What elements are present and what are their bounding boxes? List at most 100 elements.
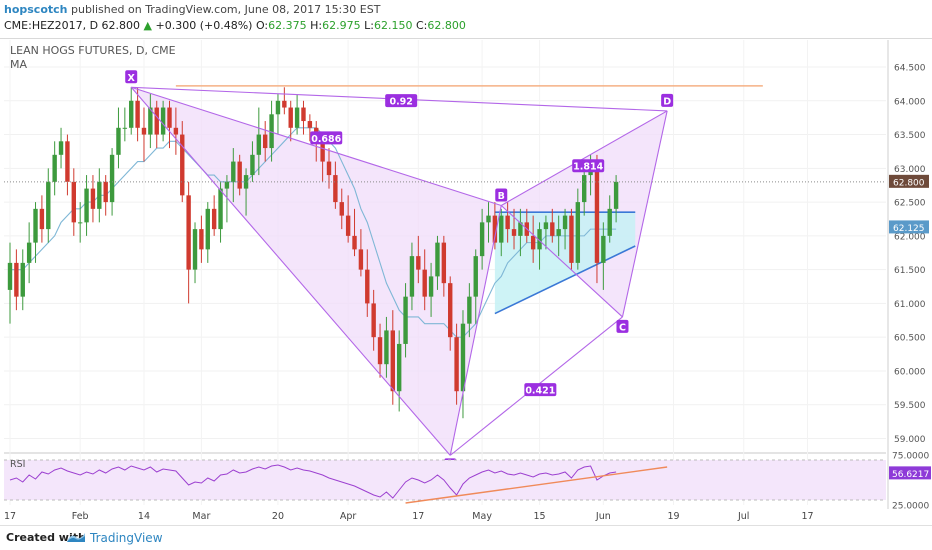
candle — [358, 229, 364, 277]
candle-body — [537, 229, 542, 250]
xab-triangle — [131, 87, 502, 456]
candle-body — [103, 181, 108, 203]
candle — [294, 94, 300, 135]
candle-body — [607, 208, 612, 236]
candle — [77, 202, 83, 243]
candle — [186, 181, 191, 304]
rsi-label: RSI — [10, 459, 25, 470]
rsi-line — [9, 464, 617, 499]
candle-body — [333, 175, 338, 203]
y-tick-label: 59.000 — [894, 435, 926, 445]
ratio-label: 1.814 — [572, 159, 605, 173]
candle-body — [294, 107, 300, 128]
candle — [530, 215, 536, 263]
rsi-band — [4, 460, 886, 500]
candle — [256, 107, 262, 176]
x-tick-label: 17 — [801, 511, 813, 522]
candle — [409, 242, 415, 311]
candle — [20, 249, 25, 311]
x-tick-label: 14 — [138, 511, 150, 522]
y-tick-label: 63.500 — [894, 131, 926, 141]
candle — [460, 310, 466, 419]
candle — [454, 323, 459, 405]
candle — [160, 100, 166, 142]
triangle-bottom-line — [494, 245, 636, 315]
y-tick-label: 60.000 — [894, 367, 926, 377]
candle-body — [416, 256, 421, 270]
candle — [192, 222, 198, 284]
ma-indicator-label[interactable]: MA — [10, 58, 28, 71]
y-tick-label: 62.000 — [894, 232, 926, 242]
candle — [218, 181, 223, 243]
candle — [428, 262, 434, 317]
ratio-label-text: 0.421 — [525, 386, 555, 397]
candle — [122, 107, 128, 142]
candle-body — [550, 222, 555, 236]
candle-body — [339, 202, 344, 216]
footer: Created with TradingView — [0, 525, 932, 550]
candle — [173, 107, 179, 155]
point-label-d-text: D — [663, 96, 671, 107]
candle-body — [218, 188, 223, 230]
candle-body — [141, 127, 147, 135]
point-label-x: X — [125, 70, 138, 84]
candle — [97, 168, 102, 223]
candle-body — [39, 208, 45, 230]
ratio-label: 0.421 — [524, 383, 557, 397]
candle — [537, 222, 542, 270]
open-value: 62.375 — [268, 19, 307, 32]
cd-line — [621, 110, 668, 318]
bc-line — [500, 205, 623, 318]
candle — [26, 222, 32, 284]
candle-body — [243, 175, 249, 189]
ratio-label-bg — [310, 131, 343, 145]
rsi-trend-line — [405, 466, 668, 504]
x-tick-label: 20 — [272, 511, 284, 522]
candle — [14, 249, 19, 311]
candle-body — [518, 222, 523, 236]
candle — [441, 235, 447, 297]
chart-area[interactable] — [0, 38, 932, 525]
ab-line — [449, 205, 502, 456]
candle-body — [454, 337, 459, 392]
ratio-label-bg — [524, 383, 557, 397]
close-value: 62.800 — [427, 19, 466, 32]
candle — [84, 175, 89, 236]
candle — [601, 222, 606, 290]
candle-body — [556, 229, 561, 236]
candle-body — [58, 141, 64, 155]
chart-svg[interactable]: 64.500 64.000 63.500 63.000 62.500 62.000 61.5… — [0, 0, 932, 525]
candle-body — [569, 215, 574, 263]
candle-body — [320, 141, 325, 162]
candle — [594, 154, 600, 284]
rsi-value-badge: 56.6217 — [889, 466, 931, 480]
candle-body — [543, 222, 549, 230]
point-label-d-bg — [661, 93, 674, 107]
candle-body — [199, 229, 204, 250]
candle — [511, 208, 517, 250]
candle — [435, 235, 440, 290]
brand-name[interactable]: TradingView — [90, 531, 163, 545]
candle — [224, 175, 230, 223]
candle — [205, 202, 210, 263]
candle-body — [205, 208, 210, 250]
candle — [613, 175, 619, 223]
author-link[interactable]: hopscotch — [4, 3, 68, 16]
candle — [90, 175, 96, 223]
candle-body — [301, 107, 306, 122]
x-tick-label: Feb — [72, 511, 89, 522]
candle-body — [173, 127, 179, 135]
x-tick-label: 17 — [4, 511, 16, 522]
x-tick-label: 15 — [533, 511, 545, 522]
ratio-label-text: 1.814 — [573, 162, 603, 173]
candle-body — [84, 188, 89, 223]
candle — [403, 283, 408, 358]
candle-body — [358, 249, 364, 270]
candle-body — [282, 100, 287, 108]
x-tick-label: Jun — [595, 511, 611, 522]
ma-value-badge: 62.125 — [889, 220, 929, 234]
y-tick-label: 64.500 — [894, 64, 926, 74]
publish-header: hopscotch published on TradingView.com, … — [0, 0, 932, 38]
candle-body — [109, 154, 115, 203]
candle — [492, 202, 498, 250]
